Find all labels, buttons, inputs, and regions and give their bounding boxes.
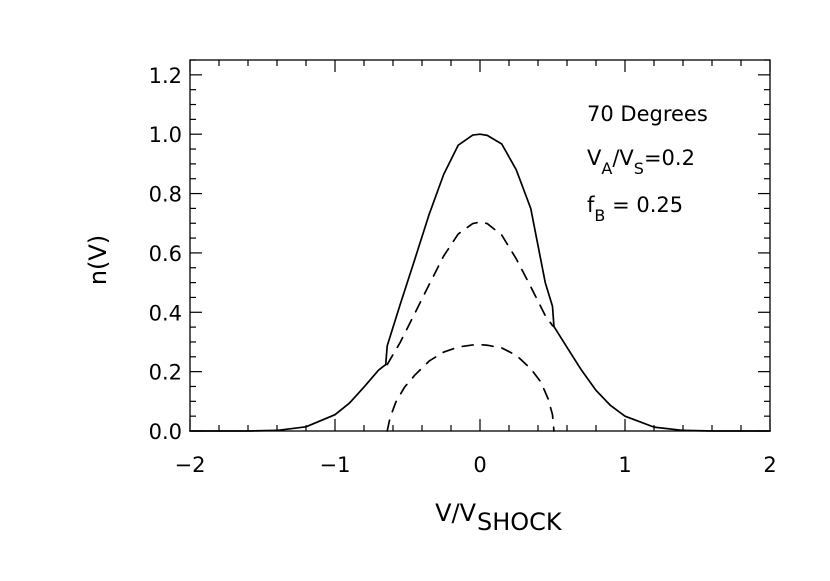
annotation-va-sub-2: S [634, 159, 644, 178]
annotation-fb-main-1: f [587, 193, 595, 217]
x-tick-label: −1 [320, 453, 351, 477]
dashed-curve-1 [386, 221, 555, 366]
annotation-fb-sub-1: B [594, 206, 605, 225]
annotation-va-main-1: V [587, 146, 602, 170]
axis-ticks [189, 59, 771, 432]
y-tick-label: 0.8 [149, 183, 182, 207]
solid-curve-0 [189, 133, 771, 432]
y-axis-title: n(V) [84, 235, 112, 285]
x-axis-title: V/V [435, 499, 477, 527]
annotation-va-main-3: =0.2 [644, 146, 695, 170]
y-tick-label: 1.2 [149, 64, 182, 88]
annotation-va-ratio: VA/VS=0.2 [587, 146, 695, 178]
y-tick-label: 0.6 [149, 242, 182, 266]
tick-labels: −2 −1 0 1 2 0.0 0.2 0.4 0.6 0.8 1.0 1.2 [149, 64, 777, 477]
x-tick-label: 0 [473, 453, 486, 477]
x-axis-title-subscript: SHOCK [477, 508, 563, 536]
annotation-angle: 70 Degrees [587, 102, 708, 126]
y-tick-label: 0.0 [149, 420, 182, 444]
annotation-va-sub-1: A [601, 159, 612, 178]
y-tick-label: 0.4 [149, 301, 182, 325]
x-tick-label: 2 [763, 453, 776, 477]
annotation-fb: fB = 0.25 [587, 193, 683, 225]
annotation-fb-main-2: = 0.25 [605, 193, 683, 217]
y-tick-label: 1.0 [149, 123, 182, 147]
y-tick-label: 0.2 [149, 361, 182, 385]
dashed-curve-2 [386, 343, 555, 432]
x-tick-label: −2 [175, 453, 206, 477]
x-tick-label: 1 [618, 453, 631, 477]
annotation-va-main-2: /V [612, 146, 634, 170]
series-layer [189, 133, 771, 432]
